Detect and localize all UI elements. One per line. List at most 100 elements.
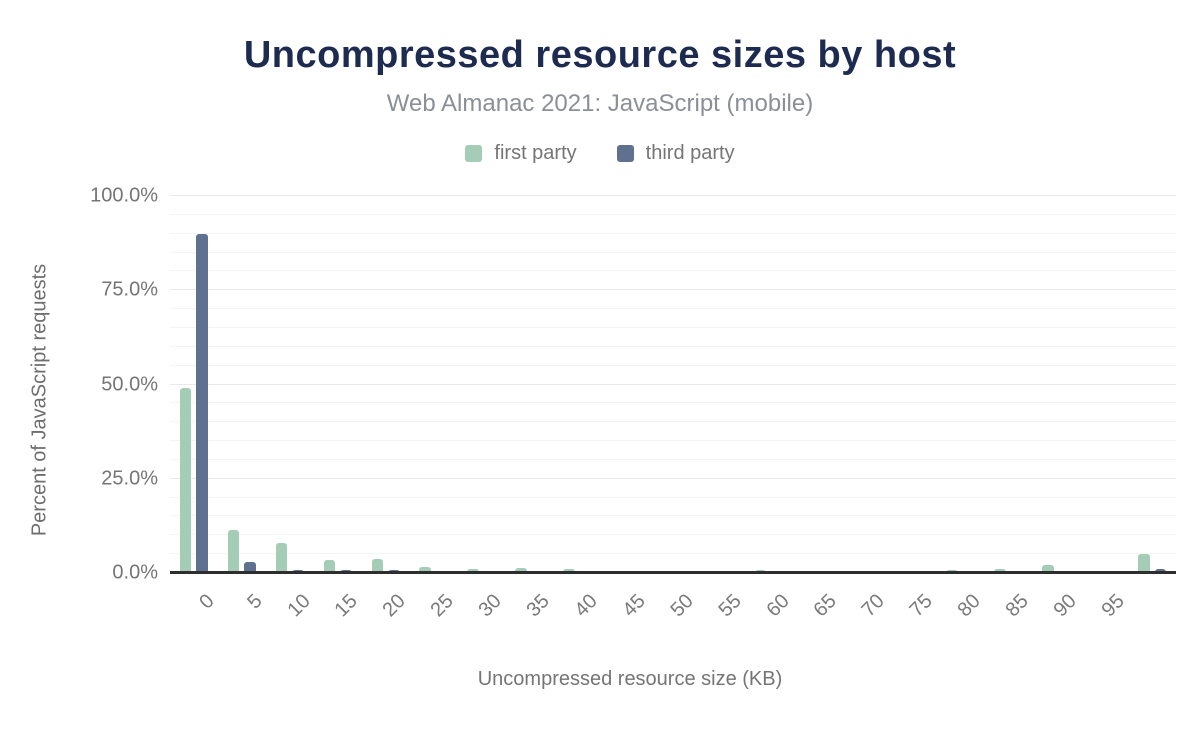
x-label-slot: 35	[505, 580, 554, 640]
x-tick-60: 60	[762, 590, 794, 622]
bar-first-party-15[interactable]	[323, 559, 336, 573]
bar-first-party-30[interactable]	[467, 568, 479, 573]
x-label-slot: 90	[1032, 580, 1081, 640]
gridline-70pct	[170, 308, 1176, 310]
bar-group-60	[745, 196, 793, 573]
x-tick-50: 50	[666, 590, 698, 622]
gridline-80pct	[170, 270, 1176, 272]
x-label-slot: 30	[457, 580, 506, 640]
bar-group-80	[937, 196, 985, 573]
x-tick-20: 20	[378, 590, 411, 622]
legend: first party third party	[0, 142, 1200, 165]
bar-group-35	[505, 196, 553, 573]
x-label-slot: 65	[793, 580, 841, 640]
x-label-slot: 10	[266, 580, 314, 640]
legend-item-first-party[interactable]: first party	[465, 142, 577, 165]
x-tick-30: 30	[474, 590, 506, 622]
bar-first-party-25[interactable]	[419, 566, 431, 573]
gridline-85pct	[170, 251, 1176, 253]
legend-item-third-party[interactable]: third party	[616, 142, 735, 165]
bar-group-30	[457, 196, 505, 573]
x-label-slot: 20	[362, 580, 410, 640]
bar-third-party-5[interactable]	[244, 561, 256, 573]
x-axis-line	[170, 571, 1176, 574]
gridline-40pct	[170, 421, 1176, 423]
x-tick-85: 85	[1001, 590, 1033, 622]
x-tick-10: 10	[283, 590, 315, 622]
y-tick-75: 75.0%	[101, 278, 158, 301]
bar-group-75	[889, 196, 937, 573]
x-label-slot: 45	[601, 580, 649, 640]
x-tick-95: 95	[1097, 590, 1129, 622]
gridline-10pct	[170, 534, 1176, 536]
bar-first-party-10[interactable]	[275, 542, 288, 573]
x-tick-75: 75	[905, 590, 938, 622]
legend-label-first-party: first party	[494, 142, 577, 164]
gridline-65pct	[170, 326, 1176, 328]
bar-first-party-90[interactable]	[1042, 565, 1054, 573]
x-tick-0: 0	[195, 590, 219, 614]
x-tick-80: 80	[953, 590, 986, 622]
y-tick-0: 0.0%	[112, 561, 158, 584]
gridline-20pct	[170, 496, 1176, 498]
gridline-75pct	[170, 289, 1176, 291]
gridline-45pct	[170, 402, 1176, 404]
bar-group-25	[410, 196, 458, 573]
bar-group-0	[170, 196, 218, 573]
bar-group-85	[984, 196, 1032, 573]
gridline-90pct	[170, 232, 1176, 234]
legend-label-third-party: third party	[645, 142, 735, 164]
bar-group-10	[266, 196, 314, 573]
x-label-slot: 85	[984, 580, 1033, 640]
gridline-50pct	[170, 383, 1176, 385]
y-tick-25: 25.0%	[101, 467, 158, 490]
bar-first-party-20[interactable]	[371, 559, 384, 573]
bar-first-party-40[interactable]	[563, 568, 575, 573]
x-tick-15: 15	[330, 590, 363, 622]
bars-layer	[170, 196, 1176, 573]
bar-third-party-0[interactable]	[196, 233, 208, 573]
x-axis-title: Uncompressed resource size (KB)	[477, 668, 783, 690]
plot-area	[170, 195, 1176, 574]
x-axis-labels: 0 5 10 15 20 25 30 35 40 45 50 55 60 65 70 75 80 85 90 95	[170, 580, 1176, 640]
chart-title: Uncompressed resource sizes by host	[243, 34, 957, 76]
x-label-slot	[1128, 580, 1176, 640]
chart-subtitle: Web Almanac 2021: JavaScript (mobile)	[386, 90, 814, 117]
bar-first-party-35[interactable]	[515, 567, 527, 573]
gridline-100pct	[170, 195, 1176, 196]
first-party-swatch-icon	[465, 145, 483, 162]
x-tick-40: 40	[570, 590, 602, 622]
bar-group-65	[793, 196, 841, 573]
x-tick-90: 90	[1049, 590, 1081, 622]
x-label-slot: 60	[745, 580, 793, 640]
bar-first-party-last[interactable]	[1138, 554, 1150, 573]
bar-group-last	[1128, 196, 1176, 573]
x-label-slot: 55	[697, 580, 745, 640]
x-label-slot: 25	[410, 580, 458, 640]
bar-first-party-0[interactable]	[179, 388, 192, 573]
x-label-slot: 5	[218, 580, 266, 640]
x-tick-5: 5	[242, 590, 267, 614]
bar-group-45	[601, 196, 649, 573]
y-axis-ticks: 100.0% 75.0% 50.0% 25.0% 0.0%	[0, 185, 158, 584]
x-label-slot: 0	[170, 580, 218, 640]
bar-first-party-5[interactable]	[227, 529, 240, 573]
gridline-15pct	[170, 515, 1176, 517]
bar-group-70	[841, 196, 889, 573]
x-tick-70: 70	[857, 590, 890, 622]
bar-group-20	[362, 196, 410, 573]
x-tick-35: 35	[522, 590, 554, 622]
gridline-5pct	[170, 553, 1176, 555]
gridline-35pct	[170, 440, 1176, 442]
x-label-slot: 15	[314, 580, 362, 640]
bar-group-15	[314, 196, 362, 573]
x-label-slot: 70	[841, 580, 889, 640]
x-tick-25: 25	[426, 590, 459, 622]
gridline-60pct	[170, 345, 1176, 347]
x-tick-55: 55	[714, 590, 746, 622]
gridline-55pct	[170, 364, 1176, 366]
third-party-swatch-icon	[616, 145, 634, 162]
x-tick-45: 45	[618, 590, 650, 622]
x-label-slot: 75	[889, 580, 937, 640]
